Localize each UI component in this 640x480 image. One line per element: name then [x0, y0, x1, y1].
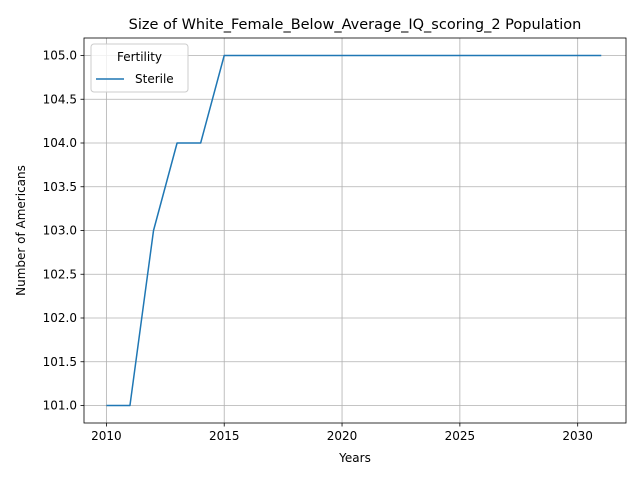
y-tick-label: 105.0 [43, 49, 77, 63]
y-tick-label: 102.5 [43, 267, 77, 281]
y-tick-label: 103.5 [43, 180, 77, 194]
legend-label-sterile: Sterile [135, 72, 174, 86]
y-tick-label: 103.0 [43, 224, 77, 238]
y-tick-label: 104.5 [43, 92, 77, 106]
x-tick-label: 2030 [562, 429, 593, 443]
x-tick-label: 2010 [91, 429, 122, 443]
legend-box [90, 43, 189, 93]
y-tick-label: 104.0 [43, 136, 77, 150]
y-axis-ticks: 101.0 101.5 102.0 102.5 103.0 103.5 104.0 104.5… [43, 49, 84, 413]
y-tick-label: 101.0 [43, 399, 77, 413]
y-axis-label: Number of Americans [14, 165, 28, 296]
y-tick-label: 101.5 [43, 355, 77, 369]
x-axis-ticks: 2010 2015 2020 2025 2030 [91, 423, 593, 443]
legend: Fertility Sterile [90, 43, 189, 93]
x-axis-label: Years [338, 451, 371, 465]
series-line-sterile [106, 54, 602, 407]
x-tick-label: 2015 [209, 429, 240, 443]
legend-title: Fertility [117, 50, 162, 64]
series-lines [106, 54, 602, 407]
x-tick-label: 2025 [445, 429, 476, 443]
chart-title: Size of White_Female_Below_Average_IQ_sc… [129, 17, 582, 33]
x-tick-label: 2020 [327, 429, 358, 443]
y-tick-label: 102.0 [43, 311, 77, 325]
